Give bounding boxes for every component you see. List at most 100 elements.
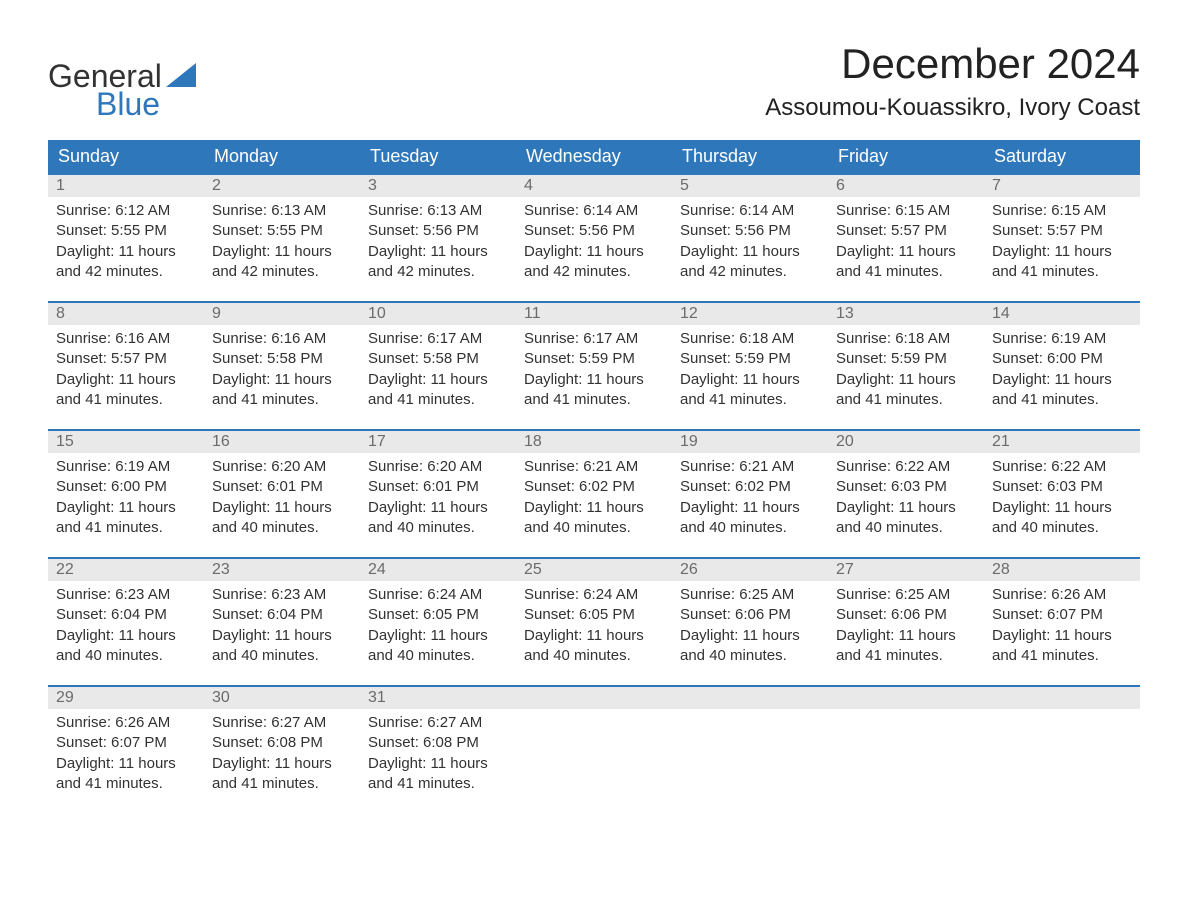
day-details: Sunrise: 6:18 AMSunset: 5:59 PMDaylight:… — [672, 325, 828, 410]
calendar-cell: 22Sunrise: 6:23 AMSunset: 6:04 PMDayligh… — [48, 557, 204, 685]
day-number: 12 — [672, 303, 828, 325]
day-details: Sunrise: 6:19 AMSunset: 6:00 PMDaylight:… — [984, 325, 1140, 410]
weekday-header: Tuesday — [360, 140, 516, 173]
calendar-cell-empty — [516, 685, 672, 813]
weekday-header: Monday — [204, 140, 360, 173]
calendar-cell: 6Sunrise: 6:15 AMSunset: 5:57 PMDaylight… — [828, 173, 984, 301]
calendar-cell: 1Sunrise: 6:12 AMSunset: 5:55 PMDaylight… — [48, 173, 204, 301]
day-details: Sunrise: 6:24 AMSunset: 6:05 PMDaylight:… — [360, 581, 516, 666]
day-number: 14 — [984, 303, 1140, 325]
calendar-cell: 15Sunrise: 6:19 AMSunset: 6:00 PMDayligh… — [48, 429, 204, 557]
day-number: 4 — [516, 175, 672, 197]
day-details: Sunrise: 6:12 AMSunset: 5:55 PMDaylight:… — [48, 197, 204, 282]
day-number: 13 — [828, 303, 984, 325]
day-number: 3 — [360, 175, 516, 197]
day-details: Sunrise: 6:19 AMSunset: 6:00 PMDaylight:… — [48, 453, 204, 538]
calendar-row: 15Sunrise: 6:19 AMSunset: 6:00 PMDayligh… — [48, 429, 1140, 557]
calendar-cell: 23Sunrise: 6:23 AMSunset: 6:04 PMDayligh… — [204, 557, 360, 685]
logo: General Blue — [48, 40, 196, 120]
day-details: Sunrise: 6:17 AMSunset: 5:58 PMDaylight:… — [360, 325, 516, 410]
day-details: Sunrise: 6:27 AMSunset: 6:08 PMDaylight:… — [360, 709, 516, 794]
calendar-cell: 27Sunrise: 6:25 AMSunset: 6:06 PMDayligh… — [828, 557, 984, 685]
day-number: 24 — [360, 559, 516, 581]
header-block: General Blue December 2024 Assoumou-Koua… — [48, 40, 1140, 122]
day-details: Sunrise: 6:20 AMSunset: 6:01 PMDaylight:… — [204, 453, 360, 538]
day-details: Sunrise: 6:14 AMSunset: 5:56 PMDaylight:… — [672, 197, 828, 282]
calendar-cell: 19Sunrise: 6:21 AMSunset: 6:02 PMDayligh… — [672, 429, 828, 557]
calendar-cell: 18Sunrise: 6:21 AMSunset: 6:02 PMDayligh… — [516, 429, 672, 557]
day-details: Sunrise: 6:26 AMSunset: 6:07 PMDaylight:… — [48, 709, 204, 794]
calendar-cell: 9Sunrise: 6:16 AMSunset: 5:58 PMDaylight… — [204, 301, 360, 429]
page-title: December 2024 — [765, 40, 1140, 88]
calendar-cell: 10Sunrise: 6:17 AMSunset: 5:58 PMDayligh… — [360, 301, 516, 429]
day-number: 15 — [48, 431, 204, 453]
calendar-cell: 29Sunrise: 6:26 AMSunset: 6:07 PMDayligh… — [48, 685, 204, 813]
day-number: 10 — [360, 303, 516, 325]
weekday-header-row: Sunday Monday Tuesday Wednesday Thursday… — [48, 140, 1140, 173]
day-details: Sunrise: 6:25 AMSunset: 6:06 PMDaylight:… — [672, 581, 828, 666]
calendar-cell: 31Sunrise: 6:27 AMSunset: 6:08 PMDayligh… — [360, 685, 516, 813]
day-number: 2 — [204, 175, 360, 197]
day-details: Sunrise: 6:16 AMSunset: 5:58 PMDaylight:… — [204, 325, 360, 410]
day-details: Sunrise: 6:25 AMSunset: 6:06 PMDaylight:… — [828, 581, 984, 666]
day-number: 9 — [204, 303, 360, 325]
day-details: Sunrise: 6:15 AMSunset: 5:57 PMDaylight:… — [828, 197, 984, 282]
weekday-header: Sunday — [48, 140, 204, 173]
calendar-cell: 26Sunrise: 6:25 AMSunset: 6:06 PMDayligh… — [672, 557, 828, 685]
day-details: Sunrise: 6:21 AMSunset: 6:02 PMDaylight:… — [672, 453, 828, 538]
day-number: 30 — [204, 687, 360, 709]
calendar-cell: 3Sunrise: 6:13 AMSunset: 5:56 PMDaylight… — [360, 173, 516, 301]
day-details: Sunrise: 6:22 AMSunset: 6:03 PMDaylight:… — [828, 453, 984, 538]
calendar-row: 22Sunrise: 6:23 AMSunset: 6:04 PMDayligh… — [48, 557, 1140, 685]
calendar-row: 29Sunrise: 6:26 AMSunset: 6:07 PMDayligh… — [48, 685, 1140, 813]
day-number: 11 — [516, 303, 672, 325]
day-details: Sunrise: 6:17 AMSunset: 5:59 PMDaylight:… — [516, 325, 672, 410]
day-details: Sunrise: 6:13 AMSunset: 5:56 PMDaylight:… — [360, 197, 516, 282]
day-number: 29 — [48, 687, 204, 709]
calendar-cell: 25Sunrise: 6:24 AMSunset: 6:05 PMDayligh… — [516, 557, 672, 685]
day-number: 21 — [984, 431, 1140, 453]
calendar-cell-empty — [984, 685, 1140, 813]
calendar-cell: 28Sunrise: 6:26 AMSunset: 6:07 PMDayligh… — [984, 557, 1140, 685]
calendar-cell: 13Sunrise: 6:18 AMSunset: 5:59 PMDayligh… — [828, 301, 984, 429]
day-details: Sunrise: 6:27 AMSunset: 6:08 PMDaylight:… — [204, 709, 360, 794]
calendar-table: Sunday Monday Tuesday Wednesday Thursday… — [48, 140, 1140, 813]
day-number: 8 — [48, 303, 204, 325]
weekday-header: Thursday — [672, 140, 828, 173]
day-number: 26 — [672, 559, 828, 581]
day-number: 16 — [204, 431, 360, 453]
calendar-cell: 8Sunrise: 6:16 AMSunset: 5:57 PMDaylight… — [48, 301, 204, 429]
day-details: Sunrise: 6:23 AMSunset: 6:04 PMDaylight:… — [204, 581, 360, 666]
calendar-row: 1Sunrise: 6:12 AMSunset: 5:55 PMDaylight… — [48, 173, 1140, 301]
calendar-cell: 7Sunrise: 6:15 AMSunset: 5:57 PMDaylight… — [984, 173, 1140, 301]
calendar-cell: 14Sunrise: 6:19 AMSunset: 6:00 PMDayligh… — [984, 301, 1140, 429]
day-number: 18 — [516, 431, 672, 453]
calendar-cell: 17Sunrise: 6:20 AMSunset: 6:01 PMDayligh… — [360, 429, 516, 557]
calendar-cell: 21Sunrise: 6:22 AMSunset: 6:03 PMDayligh… — [984, 429, 1140, 557]
calendar-cell: 20Sunrise: 6:22 AMSunset: 6:03 PMDayligh… — [828, 429, 984, 557]
day-number: 25 — [516, 559, 672, 581]
calendar-row: 8Sunrise: 6:16 AMSunset: 5:57 PMDaylight… — [48, 301, 1140, 429]
calendar-cell: 2Sunrise: 6:13 AMSunset: 5:55 PMDaylight… — [204, 173, 360, 301]
day-details: Sunrise: 6:16 AMSunset: 5:57 PMDaylight:… — [48, 325, 204, 410]
location-subtitle: Assoumou-Kouassikro, Ivory Coast — [765, 94, 1140, 122]
calendar-cell: 16Sunrise: 6:20 AMSunset: 6:01 PMDayligh… — [204, 429, 360, 557]
day-details: Sunrise: 6:21 AMSunset: 6:02 PMDaylight:… — [516, 453, 672, 538]
day-details: Sunrise: 6:18 AMSunset: 5:59 PMDaylight:… — [828, 325, 984, 410]
day-number: 20 — [828, 431, 984, 453]
day-number: 17 — [360, 431, 516, 453]
day-number: 28 — [984, 559, 1140, 581]
day-details: Sunrise: 6:14 AMSunset: 5:56 PMDaylight:… — [516, 197, 672, 282]
day-number: 23 — [204, 559, 360, 581]
day-number: 5 — [672, 175, 828, 197]
sail-icon — [166, 63, 196, 91]
day-details: Sunrise: 6:24 AMSunset: 6:05 PMDaylight:… — [516, 581, 672, 666]
day-number: 27 — [828, 559, 984, 581]
weekday-header: Wednesday — [516, 140, 672, 173]
day-details: Sunrise: 6:15 AMSunset: 5:57 PMDaylight:… — [984, 197, 1140, 282]
calendar-cell: 5Sunrise: 6:14 AMSunset: 5:56 PMDaylight… — [672, 173, 828, 301]
day-details: Sunrise: 6:22 AMSunset: 6:03 PMDaylight:… — [984, 453, 1140, 538]
day-details: Sunrise: 6:23 AMSunset: 6:04 PMDaylight:… — [48, 581, 204, 666]
day-details: Sunrise: 6:13 AMSunset: 5:55 PMDaylight:… — [204, 197, 360, 282]
day-details: Sunrise: 6:26 AMSunset: 6:07 PMDaylight:… — [984, 581, 1140, 666]
